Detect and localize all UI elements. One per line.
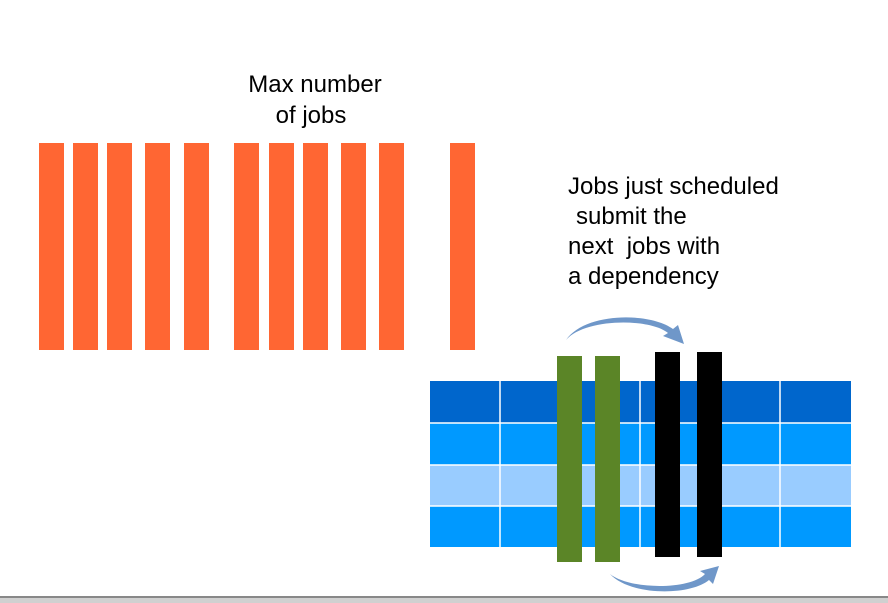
- note-line: Jobs just scheduled: [568, 173, 779, 200]
- job-slot: [107, 143, 132, 350]
- job-slot: [379, 143, 404, 350]
- job-slots: [39, 143, 475, 350]
- note-line: submit the: [576, 203, 687, 230]
- job-slot: [341, 143, 366, 350]
- scheduled-job: [557, 356, 582, 562]
- note-line: next jobs with: [568, 233, 720, 260]
- max-jobs-label: Max number: [248, 71, 381, 98]
- job-slot: [450, 143, 475, 350]
- arrow: [566, 317, 684, 344]
- job-slot: [234, 143, 259, 350]
- job-slot: [269, 143, 294, 350]
- job-slot: [303, 143, 328, 350]
- dependent-job: [655, 352, 680, 557]
- dependent-job: [697, 352, 722, 557]
- arrow: [610, 566, 719, 592]
- job-slot: [73, 143, 98, 350]
- scheduled-job: [595, 356, 620, 562]
- max-jobs-label: of jobs: [276, 102, 347, 129]
- job-slot: [39, 143, 64, 350]
- job-slot: [184, 143, 209, 350]
- bottom-border: [0, 597, 888, 603]
- job-table: [430, 381, 851, 547]
- job-slot: [145, 143, 170, 350]
- note-line: a dependency: [568, 263, 719, 290]
